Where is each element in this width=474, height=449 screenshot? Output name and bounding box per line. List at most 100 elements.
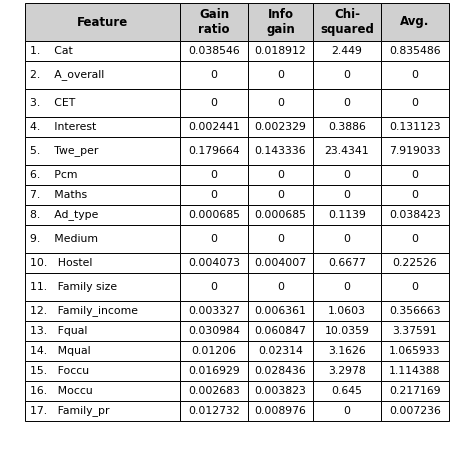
Text: 0.004073: 0.004073 bbox=[188, 258, 240, 268]
Text: 0.143336: 0.143336 bbox=[255, 146, 306, 156]
Bar bbox=[313, 225, 381, 253]
Text: 3.    CET: 3. CET bbox=[30, 98, 75, 108]
Text: 0.008976: 0.008976 bbox=[255, 406, 306, 416]
Text: 0.22526: 0.22526 bbox=[392, 258, 438, 268]
Bar bbox=[180, 253, 248, 273]
Bar bbox=[180, 41, 248, 61]
Text: 0.012732: 0.012732 bbox=[188, 406, 240, 416]
Text: 0: 0 bbox=[411, 98, 419, 108]
Text: 9.    Medium: 9. Medium bbox=[30, 234, 98, 244]
Text: Info
gain: Info gain bbox=[266, 8, 295, 36]
Bar bbox=[25, 401, 180, 421]
Text: 15.   Foccu: 15. Foccu bbox=[30, 366, 89, 376]
Bar bbox=[25, 117, 180, 137]
Text: 0.006361: 0.006361 bbox=[255, 306, 306, 316]
Text: 0.002683: 0.002683 bbox=[188, 386, 240, 396]
Bar bbox=[248, 185, 313, 205]
Text: 0.004007: 0.004007 bbox=[255, 258, 307, 268]
Bar bbox=[248, 89, 313, 117]
Bar bbox=[381, 185, 449, 205]
Bar bbox=[313, 185, 381, 205]
Bar bbox=[381, 205, 449, 225]
Text: 1.114388: 1.114388 bbox=[389, 366, 441, 376]
Bar bbox=[25, 361, 180, 381]
Bar bbox=[248, 117, 313, 137]
Bar bbox=[25, 321, 180, 341]
Text: 6.    Pcm: 6. Pcm bbox=[30, 170, 78, 180]
Bar bbox=[381, 361, 449, 381]
Bar bbox=[248, 341, 313, 361]
Text: 0: 0 bbox=[210, 70, 218, 80]
Bar bbox=[381, 117, 449, 137]
Bar bbox=[25, 61, 180, 89]
Text: 0: 0 bbox=[277, 282, 284, 292]
Bar bbox=[25, 273, 180, 301]
Text: 0: 0 bbox=[344, 406, 350, 416]
Text: 10.0359: 10.0359 bbox=[325, 326, 369, 336]
Text: 0: 0 bbox=[344, 98, 350, 108]
Bar bbox=[25, 137, 180, 165]
Text: 0.000685: 0.000685 bbox=[188, 210, 240, 220]
Text: 0.217169: 0.217169 bbox=[389, 386, 441, 396]
Bar bbox=[313, 381, 381, 401]
Text: 0.179664: 0.179664 bbox=[188, 146, 240, 156]
Text: 0.1139: 0.1139 bbox=[328, 210, 366, 220]
Text: 0.6677: 0.6677 bbox=[328, 258, 366, 268]
Text: 14.   Mqual: 14. Mqual bbox=[30, 346, 91, 356]
Text: 0: 0 bbox=[344, 170, 350, 180]
Text: 10.   Hostel: 10. Hostel bbox=[30, 258, 92, 268]
Bar bbox=[313, 341, 381, 361]
Bar bbox=[25, 341, 180, 361]
Text: 0.003327: 0.003327 bbox=[188, 306, 240, 316]
Text: 0: 0 bbox=[411, 170, 419, 180]
Bar bbox=[248, 401, 313, 421]
Text: 0.645: 0.645 bbox=[331, 386, 363, 396]
Bar bbox=[313, 205, 381, 225]
Bar bbox=[180, 89, 248, 117]
Bar bbox=[25, 185, 180, 205]
Text: 0: 0 bbox=[277, 170, 284, 180]
Text: 0.060847: 0.060847 bbox=[255, 326, 306, 336]
Text: 2.    A_overall: 2. A_overall bbox=[30, 70, 104, 80]
Bar bbox=[180, 301, 248, 321]
Bar bbox=[313, 401, 381, 421]
Text: 0: 0 bbox=[411, 234, 419, 244]
Text: 12.   Family_income: 12. Family_income bbox=[30, 306, 138, 317]
Bar bbox=[381, 165, 449, 185]
Text: Gain
ratio: Gain ratio bbox=[198, 8, 230, 36]
Text: 0: 0 bbox=[344, 234, 350, 244]
Text: Avg.: Avg. bbox=[401, 16, 430, 28]
Text: 8.    Ad_type: 8. Ad_type bbox=[30, 210, 99, 220]
Text: 7.919033: 7.919033 bbox=[389, 146, 441, 156]
Bar bbox=[248, 61, 313, 89]
Bar bbox=[248, 225, 313, 253]
Bar bbox=[313, 361, 381, 381]
Bar bbox=[25, 381, 180, 401]
Bar bbox=[313, 165, 381, 185]
Text: 1.    Cat: 1. Cat bbox=[30, 46, 73, 56]
Text: 0.01206: 0.01206 bbox=[191, 346, 237, 356]
Bar bbox=[381, 273, 449, 301]
Bar bbox=[180, 401, 248, 421]
Bar bbox=[248, 137, 313, 165]
Text: 0: 0 bbox=[411, 190, 419, 200]
Bar bbox=[248, 273, 313, 301]
Bar bbox=[25, 205, 180, 225]
Text: 0: 0 bbox=[344, 70, 350, 80]
Text: 2.449: 2.449 bbox=[331, 46, 363, 56]
Bar bbox=[313, 61, 381, 89]
Text: 0: 0 bbox=[210, 282, 218, 292]
Bar bbox=[25, 301, 180, 321]
Bar bbox=[313, 273, 381, 301]
Text: 17.   Family_pr: 17. Family_pr bbox=[30, 405, 109, 417]
Bar bbox=[313, 89, 381, 117]
Bar bbox=[381, 61, 449, 89]
Bar bbox=[381, 301, 449, 321]
Bar bbox=[180, 185, 248, 205]
Text: 0.018912: 0.018912 bbox=[255, 46, 306, 56]
Text: 3.1626: 3.1626 bbox=[328, 346, 366, 356]
Text: 1.065933: 1.065933 bbox=[389, 346, 441, 356]
Bar bbox=[180, 381, 248, 401]
Bar bbox=[248, 165, 313, 185]
Text: 0.002329: 0.002329 bbox=[255, 122, 306, 132]
